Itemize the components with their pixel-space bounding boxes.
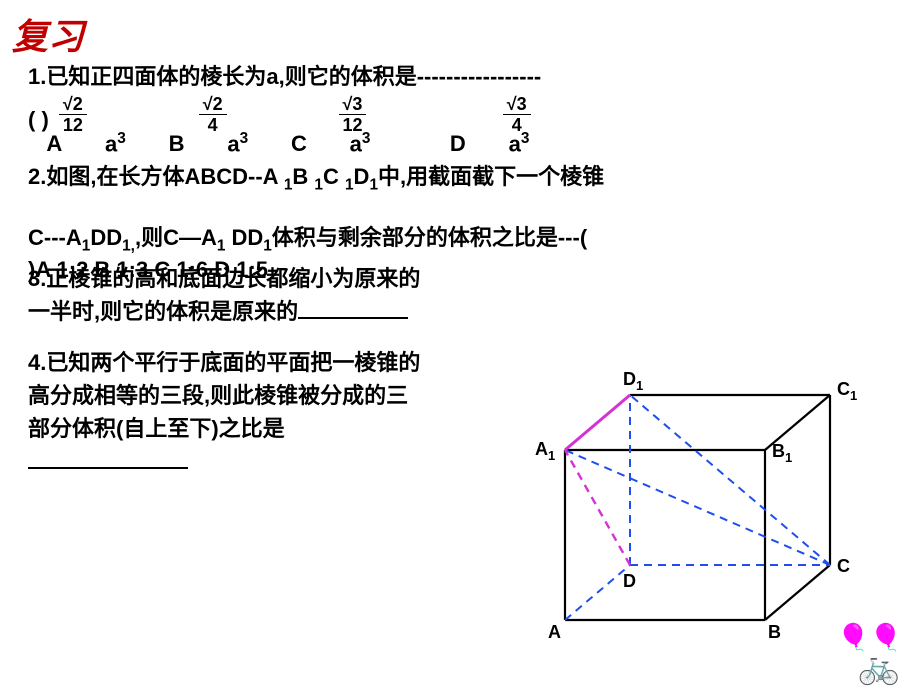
q1-choices-row: ( ) √212 √24 √312 √34 — [0, 95, 920, 134]
label-B1: B1 — [772, 441, 792, 465]
q2-line1: 2.如图,在长方体ABCD--A 1B 1C 1D1中,用截面截下一个棱锥 — [0, 162, 920, 196]
q3-text: 3.正棱锥的高和底面边长都缩小为原来的一半时,则它的体积是原来的 — [0, 262, 428, 328]
bicycle-icon: 🚲 — [858, 650, 900, 684]
q1-b-tail: a — [227, 131, 239, 156]
q1-stem: 1.已知正四面体的棱长为a,则它的体积是----------------- — [0, 62, 920, 93]
label-D: D — [623, 571, 636, 591]
label-A: A — [548, 622, 561, 642]
label-C: C — [837, 556, 850, 576]
q2-line2: C---A1DD1,,则C—A1 DD1体积与剩余部分的体积之比是---( — [0, 223, 920, 257]
q1-frac-c: √312 — [339, 95, 367, 134]
q1-a-tail: a — [105, 131, 117, 156]
q4-text: 4.已知两个平行于底面的平面把一棱锥的高分成相等的三段,则此棱锥被分成的三部分体… — [0, 346, 428, 478]
q1-frac-a: √212 — [59, 95, 87, 134]
q1-frac-b: √24 — [199, 95, 227, 134]
q1-c-label: C — [291, 131, 307, 157]
balloons-deco: 🎈🎈 — [837, 624, 902, 650]
q1-d-label: D — [450, 131, 466, 157]
label-A1: A1 — [535, 439, 555, 463]
q1-labels-row: A a3 B a3 C a3 D a3 — [0, 130, 920, 158]
q4-blank — [28, 445, 188, 469]
q1-d-tail: a — [509, 131, 521, 156]
q1-b-label: B — [169, 131, 185, 157]
q1-c-tail: a — [350, 131, 362, 156]
page-title: 复习 — [0, 0, 920, 60]
q1-a-label: A — [46, 131, 62, 157]
label-D1: D1 — [623, 370, 643, 393]
q3-blank — [298, 295, 408, 319]
label-C1: C1 — [837, 379, 857, 403]
q1-frac-d: √34 — [503, 95, 531, 134]
cuboid-diagram: A B C D A1 B1 C1 D1 — [485, 370, 885, 660]
label-B: B — [768, 622, 781, 642]
